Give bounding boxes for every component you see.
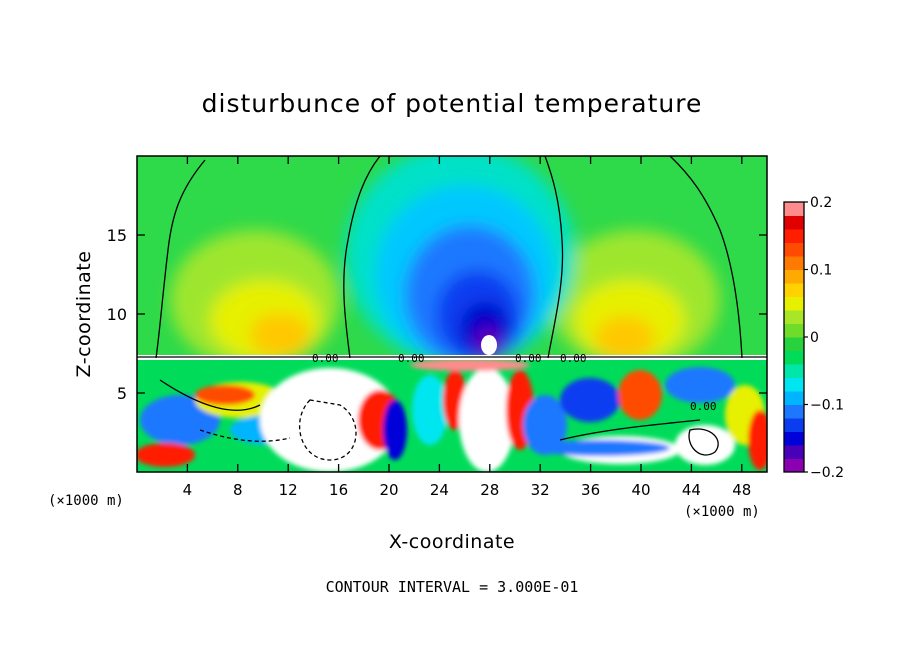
- x-tick-label: 32: [531, 481, 550, 499]
- x-axis: 4 8 12 16 20 24 28 32 36 40 44 48: [183, 156, 751, 499]
- chart-title: disturbunce of potential temperature: [202, 89, 703, 118]
- x-tick-label: 40: [631, 481, 650, 499]
- colorbar-tick-label: 0.2: [810, 195, 832, 211]
- colorbar-swatch: [784, 445, 804, 459]
- contour-labels: 0.00 0.00 0.00 0.00 0.00: [312, 352, 717, 413]
- colorbar-swatch: [784, 364, 804, 378]
- contour-label: 0.00: [560, 352, 587, 365]
- colorbar-swatch: [784, 215, 804, 230]
- colorbar-tick-label: 0: [810, 330, 819, 346]
- x-axis-label: X-coordinate: [389, 531, 515, 553]
- x-unit-left: (×1000 m): [48, 493, 124, 509]
- x-tick-label: 48: [732, 481, 751, 499]
- y-tick-label: 15: [107, 226, 127, 245]
- x-tick-label: 4: [183, 481, 193, 499]
- colorbar-swatch: [784, 242, 804, 257]
- contour-label: 0.00: [398, 352, 425, 365]
- colorbar: [783, 201, 805, 473]
- colorbar-swatch: [784, 269, 804, 284]
- y-axis-label: Z-coordinate: [73, 251, 95, 378]
- x-tick-label: 16: [329, 481, 348, 499]
- colorbar-swatch: [784, 391, 804, 405]
- colorbar-swatch: [784, 310, 804, 324]
- x-tick-label: 8: [233, 481, 243, 499]
- colorbar-swatch: [784, 404, 804, 419]
- contour-interval: CONTOUR INTERVAL = 3.000E-01: [326, 578, 579, 596]
- colorbar-swatch: [784, 418, 804, 432]
- colorbar-swatch: [784, 377, 804, 392]
- colorbar-tick-label: −0.1: [810, 398, 844, 414]
- colorbar-swatch: [784, 431, 804, 446]
- x-tick-label: 20: [379, 481, 398, 499]
- colorbar-ticks: 0.2 0.1 0 −0.1 −0.2: [804, 195, 844, 481]
- colorbar-swatch: [784, 323, 804, 338]
- colorbar-swatch: [784, 296, 804, 311]
- colorbar-swatch: [784, 202, 804, 216]
- colorbar-swatch: [784, 256, 804, 270]
- contour-label: 0.00: [690, 400, 717, 413]
- lower-layer: [137, 355, 767, 472]
- contour-label: 0.00: [515, 352, 542, 365]
- colorbar-swatch: [784, 458, 804, 473]
- colorbar-tick-label: −0.2: [810, 465, 844, 481]
- y-tick-label: 10: [107, 305, 127, 324]
- x-tick-label: 12: [279, 481, 298, 499]
- heatmap-field: [137, 156, 767, 472]
- y-tick-label: 5: [117, 384, 127, 403]
- upper-layer: [137, 156, 767, 370]
- x-tick-label: 28: [480, 481, 499, 499]
- colorbar-tick-label: 0.1: [810, 263, 832, 279]
- colorbar-swatch: [784, 337, 804, 351]
- x-tick-label: 24: [430, 481, 449, 499]
- contour-lines: [137, 156, 767, 461]
- contour-label: 0.00: [312, 352, 339, 365]
- x-tick-label: 36: [581, 481, 600, 499]
- colorbar-swatch: [784, 283, 804, 297]
- colorbar-swatch: [784, 350, 804, 365]
- y-axis: 5 10 15: [107, 226, 767, 403]
- x-unit-right: (×1000 m): [684, 504, 760, 520]
- x-tick-label: 44: [682, 481, 701, 499]
- colorbar-swatch: [784, 229, 804, 243]
